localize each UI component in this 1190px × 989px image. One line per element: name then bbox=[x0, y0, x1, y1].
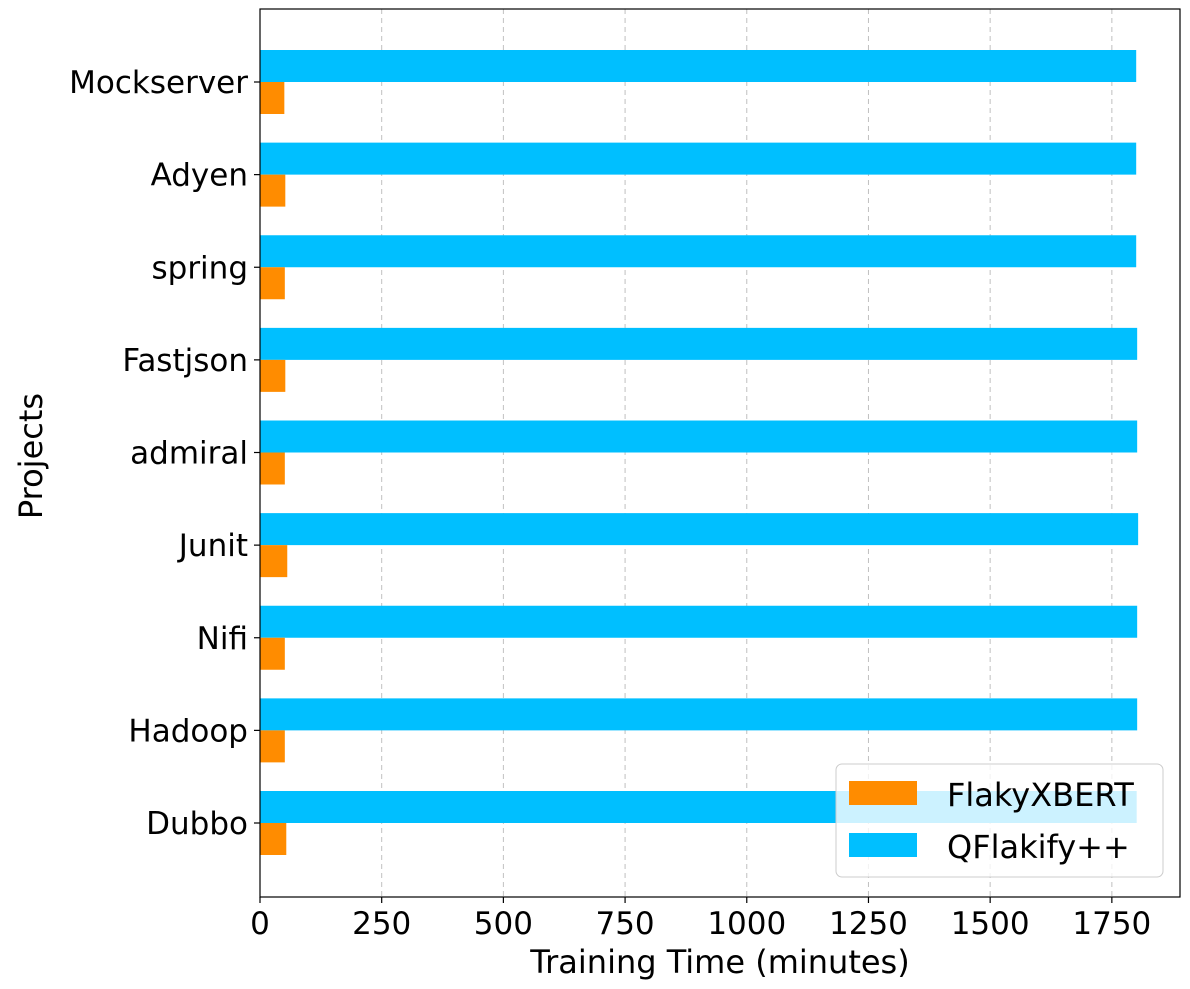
bar-flakyxbert-junit bbox=[260, 545, 288, 578]
legend-swatch-flakyxbert bbox=[849, 781, 917, 805]
x-axis-title: Training Time (minutes) bbox=[529, 943, 909, 981]
y-tick-label: Fastjson bbox=[122, 343, 248, 379]
y-axis-title: Projects bbox=[12, 393, 50, 519]
legend-label-qflakify: QFlakify++ bbox=[947, 828, 1130, 866]
bar-qflakify-admiral bbox=[260, 420, 1138, 453]
bar-flakyxbert-hadoop bbox=[260, 730, 285, 763]
y-tick-label: spring bbox=[151, 250, 248, 286]
bar-qflakify-fastjson bbox=[260, 327, 1138, 360]
bar-qflakify-junit bbox=[260, 513, 1139, 546]
y-tick-label: Nifi bbox=[197, 621, 248, 657]
bar-flakyxbert-fastjson bbox=[260, 359, 286, 392]
legend-box bbox=[835, 763, 1164, 878]
y-tick-label: Dubbo bbox=[146, 806, 248, 842]
legend: FlakyXBERT QFlakify++ bbox=[835, 763, 1164, 878]
bar-qflakify-mockserver bbox=[260, 50, 1137, 82]
y-tick-label: Mockserver bbox=[69, 65, 248, 101]
x-tick-label: 1500 bbox=[951, 906, 1030, 942]
y-tick-label: admiral bbox=[130, 436, 248, 472]
bar-flakyxbert-nifi bbox=[260, 637, 285, 670]
x-tick-label: 500 bbox=[474, 906, 533, 942]
bar-qflakify-adyen bbox=[260, 142, 1137, 175]
bar-flakyxbert-admiral bbox=[260, 452, 285, 485]
x-tick-label: 1000 bbox=[707, 906, 786, 942]
y-tick-label: Adyen bbox=[151, 158, 248, 194]
bar-flakyxbert-dubbo bbox=[260, 823, 287, 855]
x-tick-label: 250 bbox=[352, 906, 411, 942]
y-tick-label: Junit bbox=[177, 528, 248, 564]
legend-label-flakyxbert: FlakyXBERT bbox=[947, 776, 1134, 814]
x-axis-ticks: 0 250 500 750 1000 1250 1500 1750 bbox=[250, 897, 1151, 942]
bars bbox=[260, 50, 1139, 855]
bar-flakyxbert-adyen bbox=[260, 174, 286, 207]
bar-flakyxbert-spring bbox=[260, 267, 285, 300]
bar-qflakify-nifi bbox=[260, 605, 1138, 638]
legend-swatch-qflakify bbox=[849, 833, 917, 857]
bar-qflakify-hadoop bbox=[260, 698, 1138, 731]
bar-flakyxbert-mockserver bbox=[260, 82, 285, 114]
y-axis-ticks: Mockserver Adyen spring Fastjson admiral Juni… bbox=[69, 65, 260, 842]
x-tick-label: 0 bbox=[250, 906, 270, 942]
bar-qflakify-spring bbox=[260, 235, 1137, 268]
x-tick-label: 1750 bbox=[1072, 906, 1151, 942]
x-tick-label: 1250 bbox=[829, 906, 908, 942]
x-tick-label: 750 bbox=[595, 906, 654, 942]
y-tick-label: Hadoop bbox=[128, 713, 248, 749]
